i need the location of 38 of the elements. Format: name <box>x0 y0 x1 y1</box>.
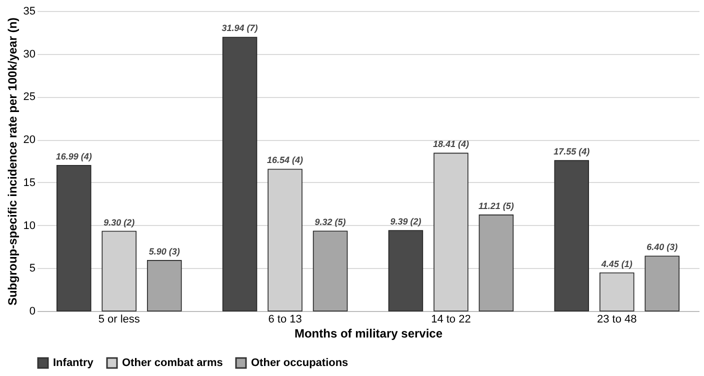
x-axis-title: Months of military service <box>294 326 443 340</box>
bar <box>388 230 424 312</box>
data-label: 16.99 (4) <box>56 151 92 162</box>
x-tick-label: 6 to 13 <box>268 314 302 326</box>
y-tick-label: 15 <box>23 176 36 189</box>
bar <box>147 260 182 312</box>
data-label: 9.39 (2) <box>390 216 422 227</box>
data-label: 9.30 (2) <box>104 217 135 228</box>
data-label: 5.90 (3) <box>148 246 180 256</box>
y-tick-label: 35 <box>23 6 36 18</box>
x-tick-label: 23 to 48 <box>596 314 637 326</box>
data-label: 18.41 (4) <box>432 139 469 150</box>
y-tick-label: 25 <box>23 91 36 104</box>
legend-label: Other combat arms <box>122 357 223 369</box>
legend-label: Other occupations <box>251 357 348 369</box>
x-tick-label: 5 or less <box>98 314 140 326</box>
legend-label: Infantry <box>53 357 94 369</box>
bar <box>312 230 348 312</box>
data-label: 4.45 (1) <box>600 258 632 269</box>
bar <box>222 36 258 312</box>
bar <box>478 214 514 312</box>
y-tick-label: 5 <box>29 262 36 275</box>
bar <box>56 164 92 312</box>
data-label: 6.40 (3) <box>646 242 678 252</box>
y-tick-label: 10 <box>23 220 36 232</box>
y-tick-label: 0 <box>29 306 36 318</box>
data-label: 16.54 (4) <box>267 155 304 166</box>
bar <box>644 256 680 312</box>
bar <box>554 160 589 312</box>
y-tick-label: 20 <box>23 134 36 146</box>
data-label: 31.94 (7) <box>222 23 258 34</box>
data-label: 11.21 (5) <box>478 200 514 211</box>
y-tick-label: 30 <box>23 48 36 60</box>
data-label: 17.55 (4) <box>554 146 590 157</box>
y-axis-title: Subgroup-specific incidence rate per 100k/year (n) <box>5 17 20 306</box>
x-tick-label: 14 to 22 <box>431 314 471 326</box>
bar <box>600 272 634 312</box>
data-label: 9.32 (5) <box>314 217 346 228</box>
